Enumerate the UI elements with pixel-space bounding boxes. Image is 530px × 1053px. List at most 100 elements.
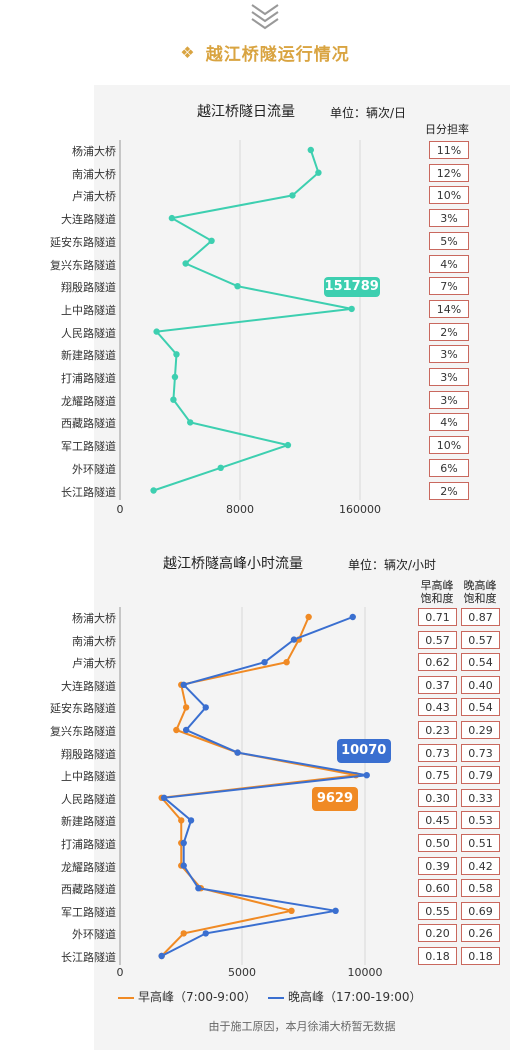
chart2-pm-series-line	[161, 616, 367, 957]
chart1-category-label: 龙耀路隧道	[61, 394, 116, 408]
chart2-pm-point	[363, 772, 370, 779]
chart2-am-point	[178, 817, 185, 824]
chart1-point	[171, 373, 179, 381]
chart2-pm-point	[182, 726, 190, 734]
chart2-pm-saturation-box: 0.57	[461, 630, 500, 649]
chart1-category-label: 人民路隧道	[61, 326, 116, 340]
chart1-share-box: 11%	[429, 141, 469, 159]
chart2-category-label: 人民路隧道	[61, 792, 116, 806]
chart2-am-point	[182, 704, 190, 711]
chart2-category-label: 军工路隧道	[61, 905, 116, 919]
chart2-pm-point	[180, 839, 187, 847]
chart1-share-box: 2%	[429, 481, 469, 500]
chart1-category-label: 新建路隧道	[61, 349, 116, 363]
chart2-pm-saturation-box: 0.87	[461, 608, 500, 626]
chart2-pm-saturation-box: 0.69	[461, 901, 500, 920]
chart2-am-saturation-box: 0.43	[418, 698, 457, 717]
chart2-am-point	[283, 659, 290, 666]
chart2-am-saturation-box: 0.71	[418, 608, 457, 626]
chart1-share-box: 5%	[429, 231, 469, 250]
chart1-share-box: 4%	[429, 413, 469, 432]
chart1-category-label: 翔殷路隧道	[61, 281, 116, 295]
chart1-unit: 单位：辆次/日	[330, 106, 407, 120]
chart2-category-label: 南浦大桥	[72, 634, 116, 648]
chart1-category-label: 打浦路隧道	[61, 372, 116, 385]
chart2-am-saturation-box: 0.23	[418, 721, 457, 739]
chart2-am-saturation-box: 0.57	[418, 630, 457, 649]
chart2-pm-point	[180, 681, 187, 688]
chart1-category-label: 大连路隧道	[61, 213, 116, 227]
chart2-pm-point	[160, 794, 168, 801]
chart2-category-label: 打浦路隧道	[61, 838, 116, 851]
chart1-share-box: 10%	[429, 186, 469, 205]
chart1-category-label: 卢浦大桥	[72, 190, 116, 204]
chart1-point	[208, 237, 215, 244]
chart2-pm-saturation-box: 0.26	[461, 924, 500, 943]
chart1-series-line	[153, 149, 352, 492]
chart2-pm-point	[234, 749, 241, 756]
chart2-pm-saturation-box: 0.40	[461, 675, 500, 694]
chart2-pm-point	[187, 817, 195, 824]
chart2-am-point	[173, 726, 180, 734]
chart2-category-label: 大连路隧道	[61, 679, 116, 693]
chart1-point	[168, 214, 176, 222]
chart1-category-label: 西藏路隧道	[61, 417, 116, 431]
chart1-point	[284, 441, 292, 449]
chart1-share-box: 6%	[429, 458, 469, 477]
section-header: ❖ 越江桥隧运行情况	[0, 40, 530, 80]
chart1-share-box: 2%	[429, 322, 469, 341]
chart2-am-saturation-box: 0.18	[418, 947, 457, 965]
legend-pm-label: 晚高峰（17:00-19:00）	[288, 990, 422, 1004]
chart2-am-saturation-box: 0.73	[418, 743, 457, 762]
chart1-category-label: 外环隧道	[72, 462, 116, 476]
chart2-x-tick: 10000	[347, 966, 383, 979]
chart2-category-label: 上中路隧道	[61, 770, 116, 784]
chart2-pm-saturation-box: 0.73	[461, 743, 500, 762]
chart1-point	[315, 169, 322, 176]
chart1-share-box: 14%	[429, 299, 469, 318]
legend-pm-swatch	[268, 997, 284, 999]
chart2-pm-saturation-box: 0.58	[461, 879, 500, 898]
chart2-am-saturation-box: 0.20	[418, 924, 457, 943]
chart2-category-label: 卢浦大桥	[72, 657, 116, 671]
chart1-point	[187, 419, 194, 426]
chart2-am-saturation-box: 0.62	[418, 653, 457, 672]
chart2-category-label: 长江路隧道	[61, 951, 116, 964]
chart2-am-saturation-box: 0.30	[418, 788, 457, 807]
chart2-title: 越江桥隧高峰小时流量	[163, 556, 303, 572]
legend-am-label: 早高峰（7:00-9:00）	[138, 990, 257, 1004]
chart2-am-saturation-box: 0.37	[418, 675, 457, 694]
chart1-share-header: 日分担率	[425, 123, 469, 136]
chart2-am-saturation-box: 0.60	[418, 879, 457, 898]
chart2-pm-point	[202, 930, 209, 937]
chart2-category-label: 西藏路隧道	[61, 883, 116, 897]
chart2-pm-saturation-box: 0.42	[461, 856, 500, 875]
chart1-share-box: 3%	[429, 368, 469, 386]
chart1-point	[153, 328, 160, 335]
chart1-title: 越江桥隧日流量	[197, 104, 295, 120]
chart2-am-callout: 9629	[311, 787, 358, 812]
chart2-pm-point	[202, 704, 209, 711]
chart1-category-label: 复兴东路隧道	[50, 258, 116, 272]
chart1-category-label: 军工路隧道	[61, 440, 116, 454]
chart1-category-label: 长江路隧道	[61, 485, 116, 499]
chart2-pm-callout: 10070	[336, 739, 391, 764]
chart2-category-label: 杨浦大桥	[72, 612, 116, 625]
chart2-pm-saturation-box: 0.54	[461, 653, 500, 672]
chart2-category-label: 翔殷路隧道	[61, 747, 116, 761]
chart2-x-tick: 0	[116, 966, 124, 979]
chart1-category-label: 上中路隧道	[61, 303, 116, 317]
chart1-point	[182, 260, 189, 267]
chart2-pm-point	[180, 862, 187, 869]
chart2-category-label: 新建路隧道	[61, 815, 116, 829]
tag-icon: ❖	[180, 43, 195, 62]
chart1-category-label: 杨浦大桥	[72, 145, 116, 158]
chart2-category-label: 龙耀路隧道	[61, 860, 116, 874]
chart2-am-point	[180, 930, 187, 937]
chart2-pm-header: 晚高峰 饱和度	[463, 579, 497, 605]
chart1-share-box: 3%	[429, 345, 469, 364]
chart2-unit: 单位：辆次/小时	[348, 558, 437, 572]
chart2-pm-point	[332, 907, 339, 914]
chart2-am-saturation-box: 0.39	[418, 856, 457, 875]
footer-note: 由于施工原因，本月徐浦大桥暂无数据	[208, 1020, 396, 1033]
